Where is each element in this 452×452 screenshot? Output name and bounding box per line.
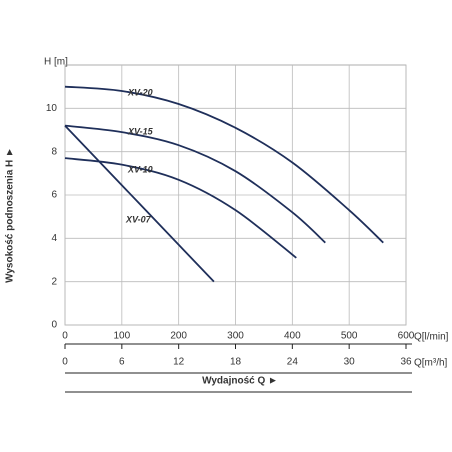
y-tick-label: 6 bbox=[51, 190, 57, 201]
x-tick-label: 400 bbox=[284, 331, 301, 342]
x-axis-title: Wydajność Q ► bbox=[202, 376, 278, 387]
x2-tick-label: 18 bbox=[230, 357, 242, 368]
x2-tick-label: 12 bbox=[173, 357, 185, 368]
curve bbox=[64, 85, 384, 244]
curve bbox=[64, 157, 297, 259]
y-tick-label: 8 bbox=[51, 146, 57, 157]
x2-tick-label: 0 bbox=[62, 357, 68, 368]
x2-tick-label: 36 bbox=[400, 357, 412, 368]
y-tick-label: 4 bbox=[51, 233, 57, 244]
series-label: XV-20 bbox=[127, 87, 153, 97]
y-axis-title: Wysokość podnoszenia H ► bbox=[5, 147, 16, 283]
x-tick-label: 600 bbox=[398, 331, 415, 342]
series-label: XV-10 bbox=[127, 164, 153, 174]
curve bbox=[64, 125, 215, 283]
x-tick-label: 500 bbox=[341, 331, 358, 342]
x2-tick-label: 24 bbox=[287, 357, 299, 368]
y-tick-label: 10 bbox=[46, 103, 58, 114]
y-tick-label: 0 bbox=[51, 320, 57, 331]
series-label: XV-07 bbox=[125, 214, 152, 224]
x-label: Q[l/min] bbox=[414, 332, 449, 343]
y-tick-label: 2 bbox=[51, 276, 57, 287]
x2-tick-label: 30 bbox=[344, 357, 356, 368]
x-tick-label: 200 bbox=[170, 331, 187, 342]
x-tick-label: 100 bbox=[113, 331, 130, 342]
series-label: XV-15 bbox=[127, 126, 154, 136]
x-tick-label: 300 bbox=[227, 331, 244, 342]
x2-tick-label: 6 bbox=[119, 357, 125, 368]
y-label: H [m] bbox=[44, 57, 68, 68]
x2-label: Q[m³/h] bbox=[414, 358, 448, 369]
x-tick-label: 0 bbox=[62, 331, 68, 342]
curve bbox=[64, 124, 326, 244]
